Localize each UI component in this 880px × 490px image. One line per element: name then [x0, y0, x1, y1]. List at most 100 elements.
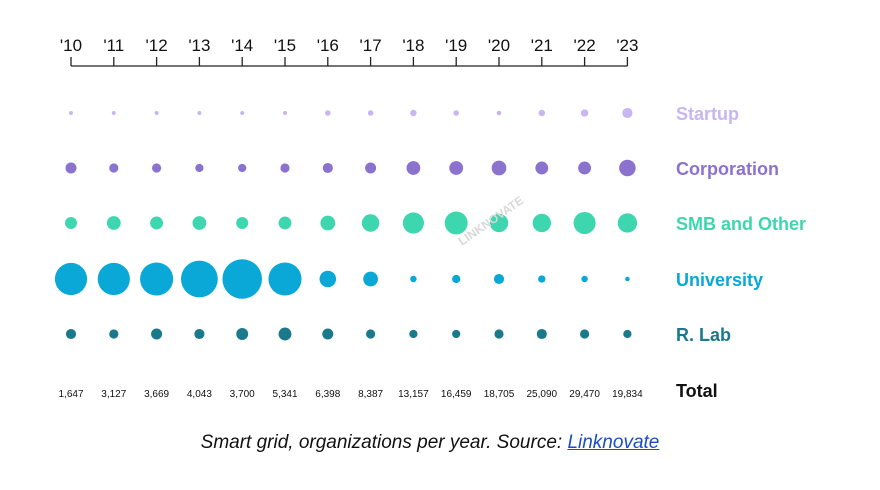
bubble-point: [320, 215, 336, 231]
year-tick-label: '21: [531, 36, 553, 55]
bubble-point: [452, 274, 461, 284]
bubble-point: [192, 216, 207, 230]
bubble-point: [106, 216, 121, 230]
bubble-point: [278, 327, 292, 341]
bubble-point: [410, 109, 417, 117]
bubble-point: [65, 162, 77, 174]
bubble-point: [194, 328, 205, 340]
year-tick-label: '17: [360, 36, 382, 55]
bubble-point: [109, 329, 119, 339]
bubble-point: [111, 111, 116, 115]
bubble-point: [535, 161, 549, 175]
total-value: 3,669: [144, 389, 169, 400]
bubble-point: [578, 161, 592, 175]
total-value: 16,459: [441, 389, 472, 400]
bubble-point: [236, 217, 249, 229]
total-value: 3,700: [230, 389, 255, 400]
total-value: 18,705: [484, 389, 515, 400]
year-tick-label: '23: [616, 36, 638, 55]
bubble-point: [97, 262, 130, 296]
bubble-point: [402, 212, 424, 234]
bubble-point: [489, 213, 509, 233]
bubble-point: [494, 329, 504, 339]
total-value: 25,090: [527, 389, 558, 400]
bubble-point: [453, 110, 459, 116]
year-axis: '10 '11 '12 '13 '14 '15 '16 '17 '18 '19 '20 '21 '22 '…: [60, 36, 638, 67]
series-labels: Startup Corporation SMB and Other Universit…: [676, 104, 806, 345]
series-label: Startup: [676, 104, 739, 124]
year-tick-label: '10: [60, 36, 82, 55]
bubble-point: [617, 213, 638, 233]
bubble-point: [625, 276, 630, 282]
bubble-point: [538, 109, 546, 117]
bubble-point: [573, 211, 596, 235]
chart-caption: Smart grid, organizations per year. Sour…: [0, 432, 860, 454]
bubble-point: [322, 162, 333, 174]
total-value: 5,341: [272, 389, 297, 400]
bubble-point: [322, 328, 334, 340]
bubble-point: [581, 275, 588, 283]
year-tick-label: '14: [231, 36, 253, 55]
bubble-point: [319, 270, 337, 288]
bubble-point: [623, 329, 632, 339]
total-value: 1,647: [58, 389, 83, 400]
bubble-point: [449, 161, 464, 175]
bubble-point: [150, 216, 164, 230]
series-label: University: [676, 270, 763, 290]
bubble-point: [367, 110, 374, 116]
bubble-point: [622, 107, 633, 119]
bubble-point: [280, 163, 290, 173]
caption-text: Smart grid, organizations per year. Sour…: [200, 432, 568, 453]
bubble-point: [238, 163, 247, 173]
total-value: 4,043: [187, 389, 212, 400]
bubble-point: [283, 111, 287, 115]
bubble-point: [538, 275, 546, 283]
bubble-point: [152, 163, 162, 173]
bubble-point: [222, 259, 262, 299]
total-value: 13,157: [398, 389, 429, 400]
bubble-point: [493, 273, 505, 285]
total-value: 29,470: [569, 389, 600, 400]
bubble-point: [363, 271, 378, 287]
bubble-point: [580, 329, 590, 339]
series-label: SMB and Other: [676, 214, 806, 234]
bubble-point: [536, 328, 547, 340]
total-value: 6,398: [315, 389, 340, 400]
totals-row: 1,647 3,127 3,669 4,043 3,700 5,341 6,398 8,387…: [58, 389, 643, 400]
bubble-point: [181, 260, 218, 298]
bubble-point: [69, 111, 73, 115]
year-tick-label: '16: [317, 36, 339, 55]
bubble-point: [197, 111, 202, 115]
source-link[interactable]: Linknovate: [567, 432, 660, 453]
bubble-point: [619, 159, 636, 177]
bubble-point: [278, 216, 292, 230]
year-tick-label: '11: [103, 36, 124, 55]
year-tick-label: '18: [402, 36, 424, 55]
bubble-point: [406, 161, 421, 175]
year-tick-label: '15: [274, 36, 296, 55]
year-tick-label: '20: [488, 36, 510, 55]
series-label: Corporation: [676, 159, 779, 179]
bubble-point: [532, 213, 551, 233]
bubble-point: [444, 211, 468, 235]
bubble-point: [580, 109, 589, 117]
bubble-point: [366, 329, 376, 339]
bubble-point: [54, 262, 88, 296]
bubble-point: [409, 329, 418, 339]
total-label: Total: [676, 381, 718, 401]
bubble-point: [365, 162, 377, 174]
bubble-point: [65, 217, 77, 229]
bubble-point: [491, 160, 507, 176]
bubble-point: [109, 163, 119, 173]
bubble-point: [236, 328, 249, 340]
bubble-grid: [54, 107, 638, 341]
bubble-point: [195, 163, 204, 173]
bubble-point: [496, 110, 502, 116]
bubble-point: [410, 275, 417, 283]
bubble-point: [154, 111, 159, 115]
year-tick-label: '13: [188, 36, 210, 55]
total-value: 19,834: [612, 389, 643, 400]
year-tick-label: '19: [445, 36, 467, 55]
year-tick-label: '12: [146, 36, 168, 55]
